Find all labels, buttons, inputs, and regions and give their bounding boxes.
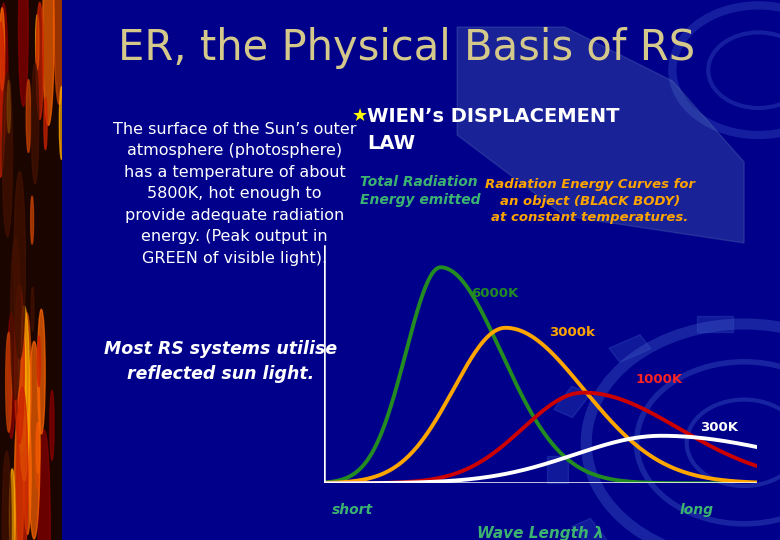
Bar bbox=[572, 518, 608, 540]
Ellipse shape bbox=[8, 313, 16, 438]
Ellipse shape bbox=[38, 430, 50, 540]
Ellipse shape bbox=[0, 3, 8, 141]
Ellipse shape bbox=[15, 285, 24, 444]
Ellipse shape bbox=[14, 411, 23, 540]
Bar bbox=[609, 335, 651, 362]
Ellipse shape bbox=[14, 172, 26, 359]
Ellipse shape bbox=[5, 332, 12, 432]
Ellipse shape bbox=[35, 423, 39, 489]
Ellipse shape bbox=[28, 341, 41, 539]
Text: LAW: LAW bbox=[367, 133, 416, 153]
Polygon shape bbox=[457, 27, 744, 243]
Ellipse shape bbox=[43, 0, 54, 125]
Text: Most RS systems utilise
reflected sun light.: Most RS systems utilise reflected sun li… bbox=[104, 340, 337, 383]
Bar bbox=[547, 456, 569, 483]
Ellipse shape bbox=[7, 80, 10, 133]
Bar bbox=[554, 386, 590, 417]
Ellipse shape bbox=[19, 0, 28, 106]
Ellipse shape bbox=[50, 390, 54, 460]
Text: 1000K: 1000K bbox=[636, 373, 682, 386]
Ellipse shape bbox=[17, 387, 28, 540]
Ellipse shape bbox=[18, 324, 27, 453]
Ellipse shape bbox=[36, 15, 39, 70]
Text: ER, the Physical Basis of RS: ER, the Physical Basis of RS bbox=[119, 27, 696, 69]
Ellipse shape bbox=[59, 86, 64, 159]
Text: The surface of the Sun’s outer
atmosphere (photosphere)
has a temperature of abo: The surface of the Sun’s outer atmospher… bbox=[113, 122, 356, 266]
Text: WIEN’s DISPLACEMENT: WIEN’s DISPLACEMENT bbox=[367, 106, 620, 126]
Ellipse shape bbox=[31, 63, 39, 184]
Ellipse shape bbox=[11, 237, 20, 400]
Ellipse shape bbox=[30, 196, 34, 244]
Ellipse shape bbox=[37, 336, 41, 387]
Text: 6000K: 6000K bbox=[471, 287, 518, 300]
Ellipse shape bbox=[37, 422, 40, 474]
Text: Radiation Energy Curves for
an object (BLACK BODY)
at constant temperatures.: Radiation Energy Curves for an object (B… bbox=[485, 178, 695, 224]
Ellipse shape bbox=[36, 2, 44, 119]
Text: long: long bbox=[679, 503, 713, 517]
Ellipse shape bbox=[9, 469, 15, 540]
Text: ★: ★ bbox=[352, 107, 368, 125]
Ellipse shape bbox=[54, 0, 65, 104]
Ellipse shape bbox=[0, 22, 5, 177]
Ellipse shape bbox=[27, 79, 30, 152]
Ellipse shape bbox=[2, 451, 11, 540]
Bar bbox=[697, 316, 733, 332]
Ellipse shape bbox=[23, 414, 31, 535]
Ellipse shape bbox=[0, 8, 5, 90]
Text: Wave Length λ: Wave Length λ bbox=[477, 525, 604, 540]
Text: 3000k: 3000k bbox=[549, 326, 594, 339]
Text: short: short bbox=[332, 503, 374, 517]
Text: 300K: 300K bbox=[700, 421, 739, 434]
Ellipse shape bbox=[2, 73, 12, 237]
Ellipse shape bbox=[19, 306, 30, 481]
Ellipse shape bbox=[23, 313, 31, 453]
Ellipse shape bbox=[37, 309, 45, 434]
Ellipse shape bbox=[44, 97, 47, 150]
Text: Total Radiation
Energy emitted: Total Radiation Energy emitted bbox=[360, 176, 480, 207]
Ellipse shape bbox=[31, 287, 34, 332]
